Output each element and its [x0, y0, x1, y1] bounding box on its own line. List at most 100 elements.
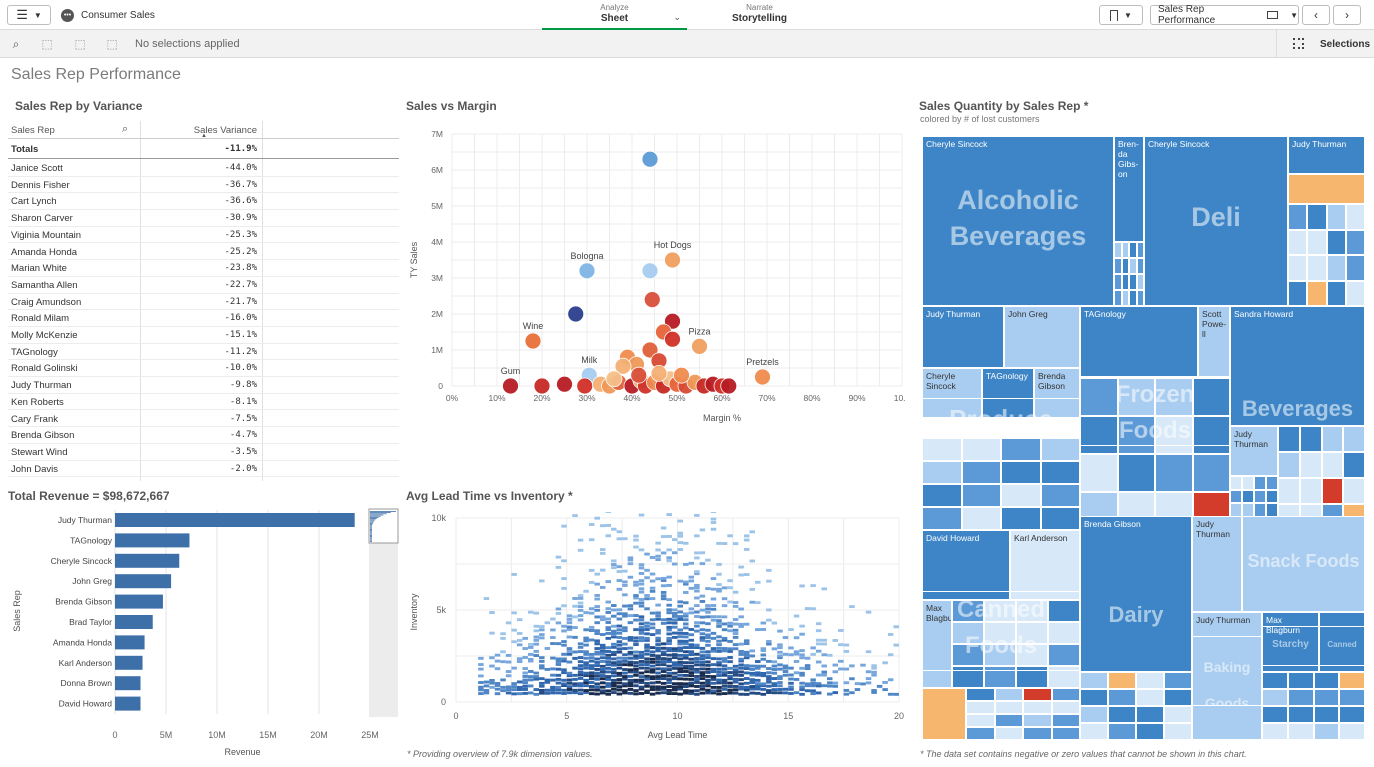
treemap-tile[interactable] — [961, 438, 1001, 461]
mini-chart-scrollbar[interactable] — [369, 509, 398, 717]
previous-sheet-button[interactable]: ‹ — [1302, 5, 1330, 25]
treemap-tile[interactable] — [1230, 503, 1242, 517]
scatter-point[interactable] — [614, 357, 632, 375]
treemap-tile[interactable] — [1313, 689, 1340, 706]
scatter-point[interactable] — [650, 364, 668, 382]
treemap-tile[interactable] — [984, 666, 1016, 688]
treemap-tile[interactable] — [1023, 701, 1052, 714]
revenue-bar[interactable] — [115, 513, 355, 527]
treemap-tile[interactable] — [961, 484, 1001, 507]
treemap-tile[interactable] — [1080, 706, 1108, 723]
treemap-tile[interactable] — [1114, 274, 1122, 290]
treemap-tile[interactable] — [1040, 484, 1080, 507]
scatter-chart[interactable]: 0%10%20%30%40%50%60%70%80%90%10...01M2M3… — [405, 118, 905, 428]
table-row[interactable]: Viginia Mountain -25.3% — [8, 227, 399, 244]
scatter-point[interactable] — [643, 291, 661, 309]
table-row[interactable]: Amanda Honda -25.2% — [8, 244, 399, 261]
table-row[interactable]: Ronald Milam -16.0% — [8, 310, 399, 327]
treemap-tile[interactable] — [1299, 452, 1322, 478]
treemap-tile[interactable] — [1321, 452, 1344, 478]
table-row[interactable]: Ronald Golinski -10.0% — [8, 360, 399, 378]
treemap-tile[interactable] — [1287, 723, 1314, 740]
treemap-tile[interactable] — [1266, 489, 1278, 503]
selections-button[interactable]: Selections — [1276, 30, 1374, 58]
treemap-tile[interactable] — [1164, 706, 1192, 723]
chevron-down-icon[interactable]: ⌄ — [673, 12, 681, 22]
treemap-tile[interactable] — [1129, 242, 1137, 258]
treemap-tile[interactable] — [1051, 688, 1080, 701]
treemap-tile[interactable] — [1321, 426, 1344, 452]
table-row[interactable]: Craig Amundson -21.7% — [8, 294, 399, 311]
treemap-tile[interactable] — [1313, 723, 1340, 740]
treemap-tile[interactable]: Scott Powe-ll — [1198, 306, 1230, 378]
treemap-tile[interactable] — [1262, 706, 1288, 723]
treemap-tile[interactable] — [994, 701, 1023, 714]
treemap-tile[interactable] — [1254, 476, 1266, 490]
treemap-tile[interactable] — [922, 507, 962, 530]
smart-search-icon[interactable]: ⌕ — [12, 37, 20, 51]
scatter-point[interactable] — [641, 341, 659, 359]
treemap-tile[interactable] — [1136, 274, 1144, 290]
treemap-tile[interactable] — [1048, 666, 1080, 688]
treemap-tile[interactable] — [1287, 689, 1314, 706]
next-sheet-button[interactable]: › — [1333, 5, 1361, 25]
treemap-tile[interactable] — [1040, 507, 1080, 530]
table-row[interactable]: Sharon Carver -30.9% — [8, 210, 399, 227]
treemap-tile[interactable] — [984, 622, 1016, 644]
treemap-tile[interactable] — [1080, 689, 1108, 706]
scatter-point[interactable] — [641, 150, 659, 168]
treemap-tile[interactable] — [1339, 706, 1365, 723]
treemap-tile[interactable] — [1164, 672, 1192, 689]
treemap-tile[interactable] — [952, 622, 984, 644]
treemap-tile[interactable] — [984, 644, 1016, 666]
treemap-tile[interactable] — [1313, 706, 1340, 723]
revenue-bar[interactable] — [115, 655, 143, 670]
revenue-bar[interactable] — [115, 594, 163, 609]
treemap-tile[interactable] — [1278, 426, 1300, 452]
treemap-tile[interactable] — [1287, 706, 1314, 723]
treemap-tile[interactable] — [1108, 723, 1136, 740]
treemap-tile[interactable] — [1345, 280, 1365, 306]
treemap-tile[interactable] — [1051, 727, 1080, 740]
treemap-tile[interactable] — [922, 438, 962, 461]
treemap-tile[interactable] — [1080, 672, 1108, 689]
treemap-tile[interactable] — [1129, 274, 1137, 290]
treemap-tile[interactable]: David Howard — [922, 530, 1010, 600]
treemap-tile[interactable]: TAGnology — [982, 368, 1034, 418]
treemap-tile[interactable] — [1155, 454, 1193, 492]
scatter-point[interactable] — [664, 330, 681, 348]
treemap-tile[interactable] — [1117, 454, 1155, 492]
scatter-point[interactable] — [664, 312, 681, 330]
treemap-tile[interactable]: Brenda Gibson — [1034, 368, 1080, 418]
table-row[interactable]: Samantha Allen -22.7% — [8, 277, 399, 294]
step-forward-icon[interactable]: ⬚ — [74, 37, 86, 51]
treemap-group-canned-products[interactable]: Canned Products — [1319, 626, 1365, 666]
variance-table[interactable]: Sales Rep ⌕ Sales Variance ▲ Totals -11.… — [8, 121, 399, 481]
table-row[interactable]: Judy Thurman -9.8% — [8, 377, 399, 394]
treemap-tile[interactable] — [1051, 714, 1080, 727]
treemap-tile[interactable] — [1001, 461, 1041, 484]
treemap-group-alcoholic[interactable]: Cheryle Sincock Alcoholic Beverages — [922, 136, 1114, 306]
treemap-tile[interactable] — [1288, 229, 1308, 255]
treemap-group-frozen[interactable]: Frozen Foods — [1080, 376, 1230, 446]
treemap-tile[interactable] — [1164, 723, 1192, 740]
scatter-point[interactable] — [641, 262, 659, 280]
treemap-tile[interactable] — [966, 701, 995, 714]
treemap-tile[interactable] — [922, 461, 962, 484]
treemap-tile[interactable] — [1307, 229, 1327, 255]
scatter-point[interactable] — [533, 377, 551, 395]
treemap-tile[interactable] — [1001, 484, 1041, 507]
treemap-tile[interactable] — [1242, 489, 1254, 503]
treemap-group-deli[interactable]: Cheryle Sincock Deli — [1144, 136, 1288, 306]
treemap-tile[interactable] — [1117, 378, 1155, 416]
table-row[interactable]: Stewart Wind -3.5% — [8, 444, 399, 461]
scatter-point[interactable] — [502, 377, 519, 395]
table-row[interactable]: Molly McKenzie -15.1% — [8, 327, 399, 344]
treemap-tile[interactable] — [1307, 204, 1327, 230]
treemap-tile[interactable] — [1080, 723, 1108, 740]
treemap-tile[interactable] — [952, 600, 984, 622]
treemap-tile[interactable] — [1307, 280, 1327, 306]
scatter-point[interactable] — [691, 337, 708, 355]
